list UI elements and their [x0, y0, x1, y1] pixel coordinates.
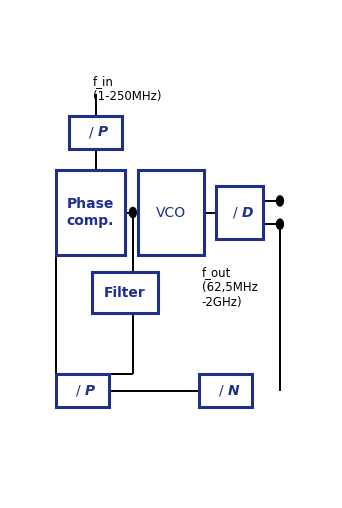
- Text: f_out
(62,5MHz
-2GHz): f_out (62,5MHz -2GHz): [202, 266, 258, 309]
- Text: Filter: Filter: [104, 285, 146, 300]
- Text: P: P: [84, 384, 95, 398]
- Text: N: N: [228, 384, 239, 398]
- Bar: [138, 171, 205, 255]
- Bar: [199, 374, 252, 407]
- Bar: [56, 171, 125, 255]
- Bar: [92, 272, 158, 313]
- Text: /: /: [89, 125, 94, 139]
- Bar: [56, 374, 109, 407]
- Text: VCO: VCO: [156, 206, 186, 219]
- Text: /: /: [233, 206, 237, 219]
- Text: Phase
comp.: Phase comp.: [67, 198, 114, 228]
- Text: /: /: [76, 384, 80, 398]
- Text: D: D: [242, 206, 253, 219]
- Text: /: /: [219, 384, 224, 398]
- Circle shape: [277, 196, 284, 206]
- Bar: [69, 116, 122, 149]
- Bar: [216, 186, 263, 239]
- Text: f_in
(1-250MHz): f_in (1-250MHz): [93, 75, 162, 103]
- Circle shape: [277, 219, 284, 229]
- Circle shape: [129, 207, 136, 217]
- Text: P: P: [98, 125, 108, 139]
